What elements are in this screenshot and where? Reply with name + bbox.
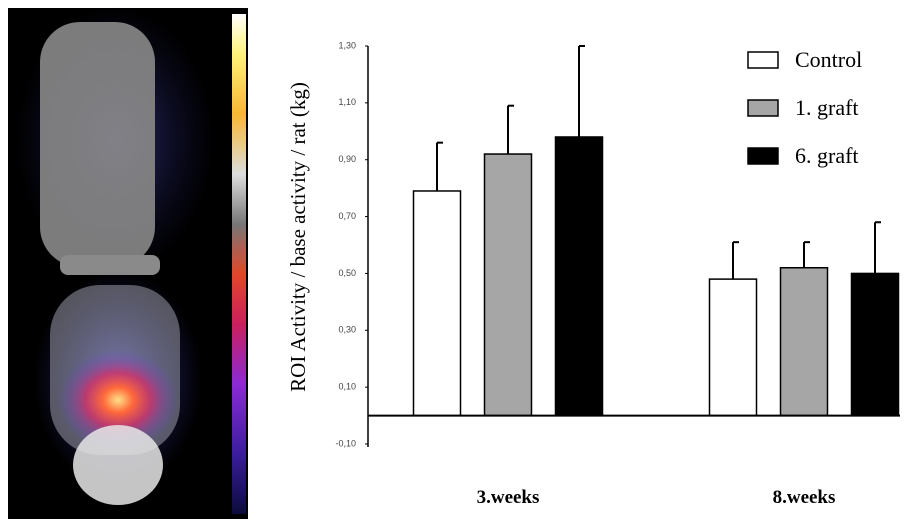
x-tick-label: 8.weeks bbox=[773, 487, 836, 508]
error-bar bbox=[733, 242, 739, 279]
scan-image bbox=[8, 5, 248, 519]
legend-label: 1. graft bbox=[795, 95, 859, 120]
legend-swatch bbox=[748, 148, 778, 164]
y-axis-label: ROI Activity / base activity / rat (kg) bbox=[286, 82, 310, 392]
legend-label: 6. graft bbox=[795, 143, 859, 168]
bar bbox=[852, 273, 899, 415]
bar bbox=[556, 137, 603, 416]
y-tick-label: 0,90 bbox=[338, 154, 356, 164]
error-bar bbox=[875, 222, 881, 273]
legend-label: Control bbox=[795, 47, 862, 72]
y-tick-label: -0,10 bbox=[335, 438, 356, 448]
error-bar bbox=[579, 46, 585, 137]
bar bbox=[710, 279, 757, 415]
error-bar bbox=[437, 143, 443, 191]
legend-swatch bbox=[748, 52, 778, 68]
y-tick-label: 0,10 bbox=[338, 382, 356, 392]
error-bar bbox=[508, 106, 514, 154]
y-tick-label: 1,30 bbox=[338, 40, 356, 50]
y-tick-label: 0,30 bbox=[338, 325, 356, 335]
legend-swatch bbox=[748, 100, 778, 116]
x-tick-label: 3.weeks bbox=[477, 487, 540, 508]
y-tick-label: 0,50 bbox=[338, 268, 356, 278]
figure: ROI Activity / base activity / rat (kg) … bbox=[0, 0, 910, 519]
error-bar bbox=[804, 242, 810, 268]
y-tick-label: 1,10 bbox=[338, 97, 356, 107]
bar bbox=[781, 268, 828, 416]
y-tick-label: 0,70 bbox=[338, 211, 356, 221]
bar bbox=[485, 154, 532, 416]
bar bbox=[414, 191, 461, 416]
